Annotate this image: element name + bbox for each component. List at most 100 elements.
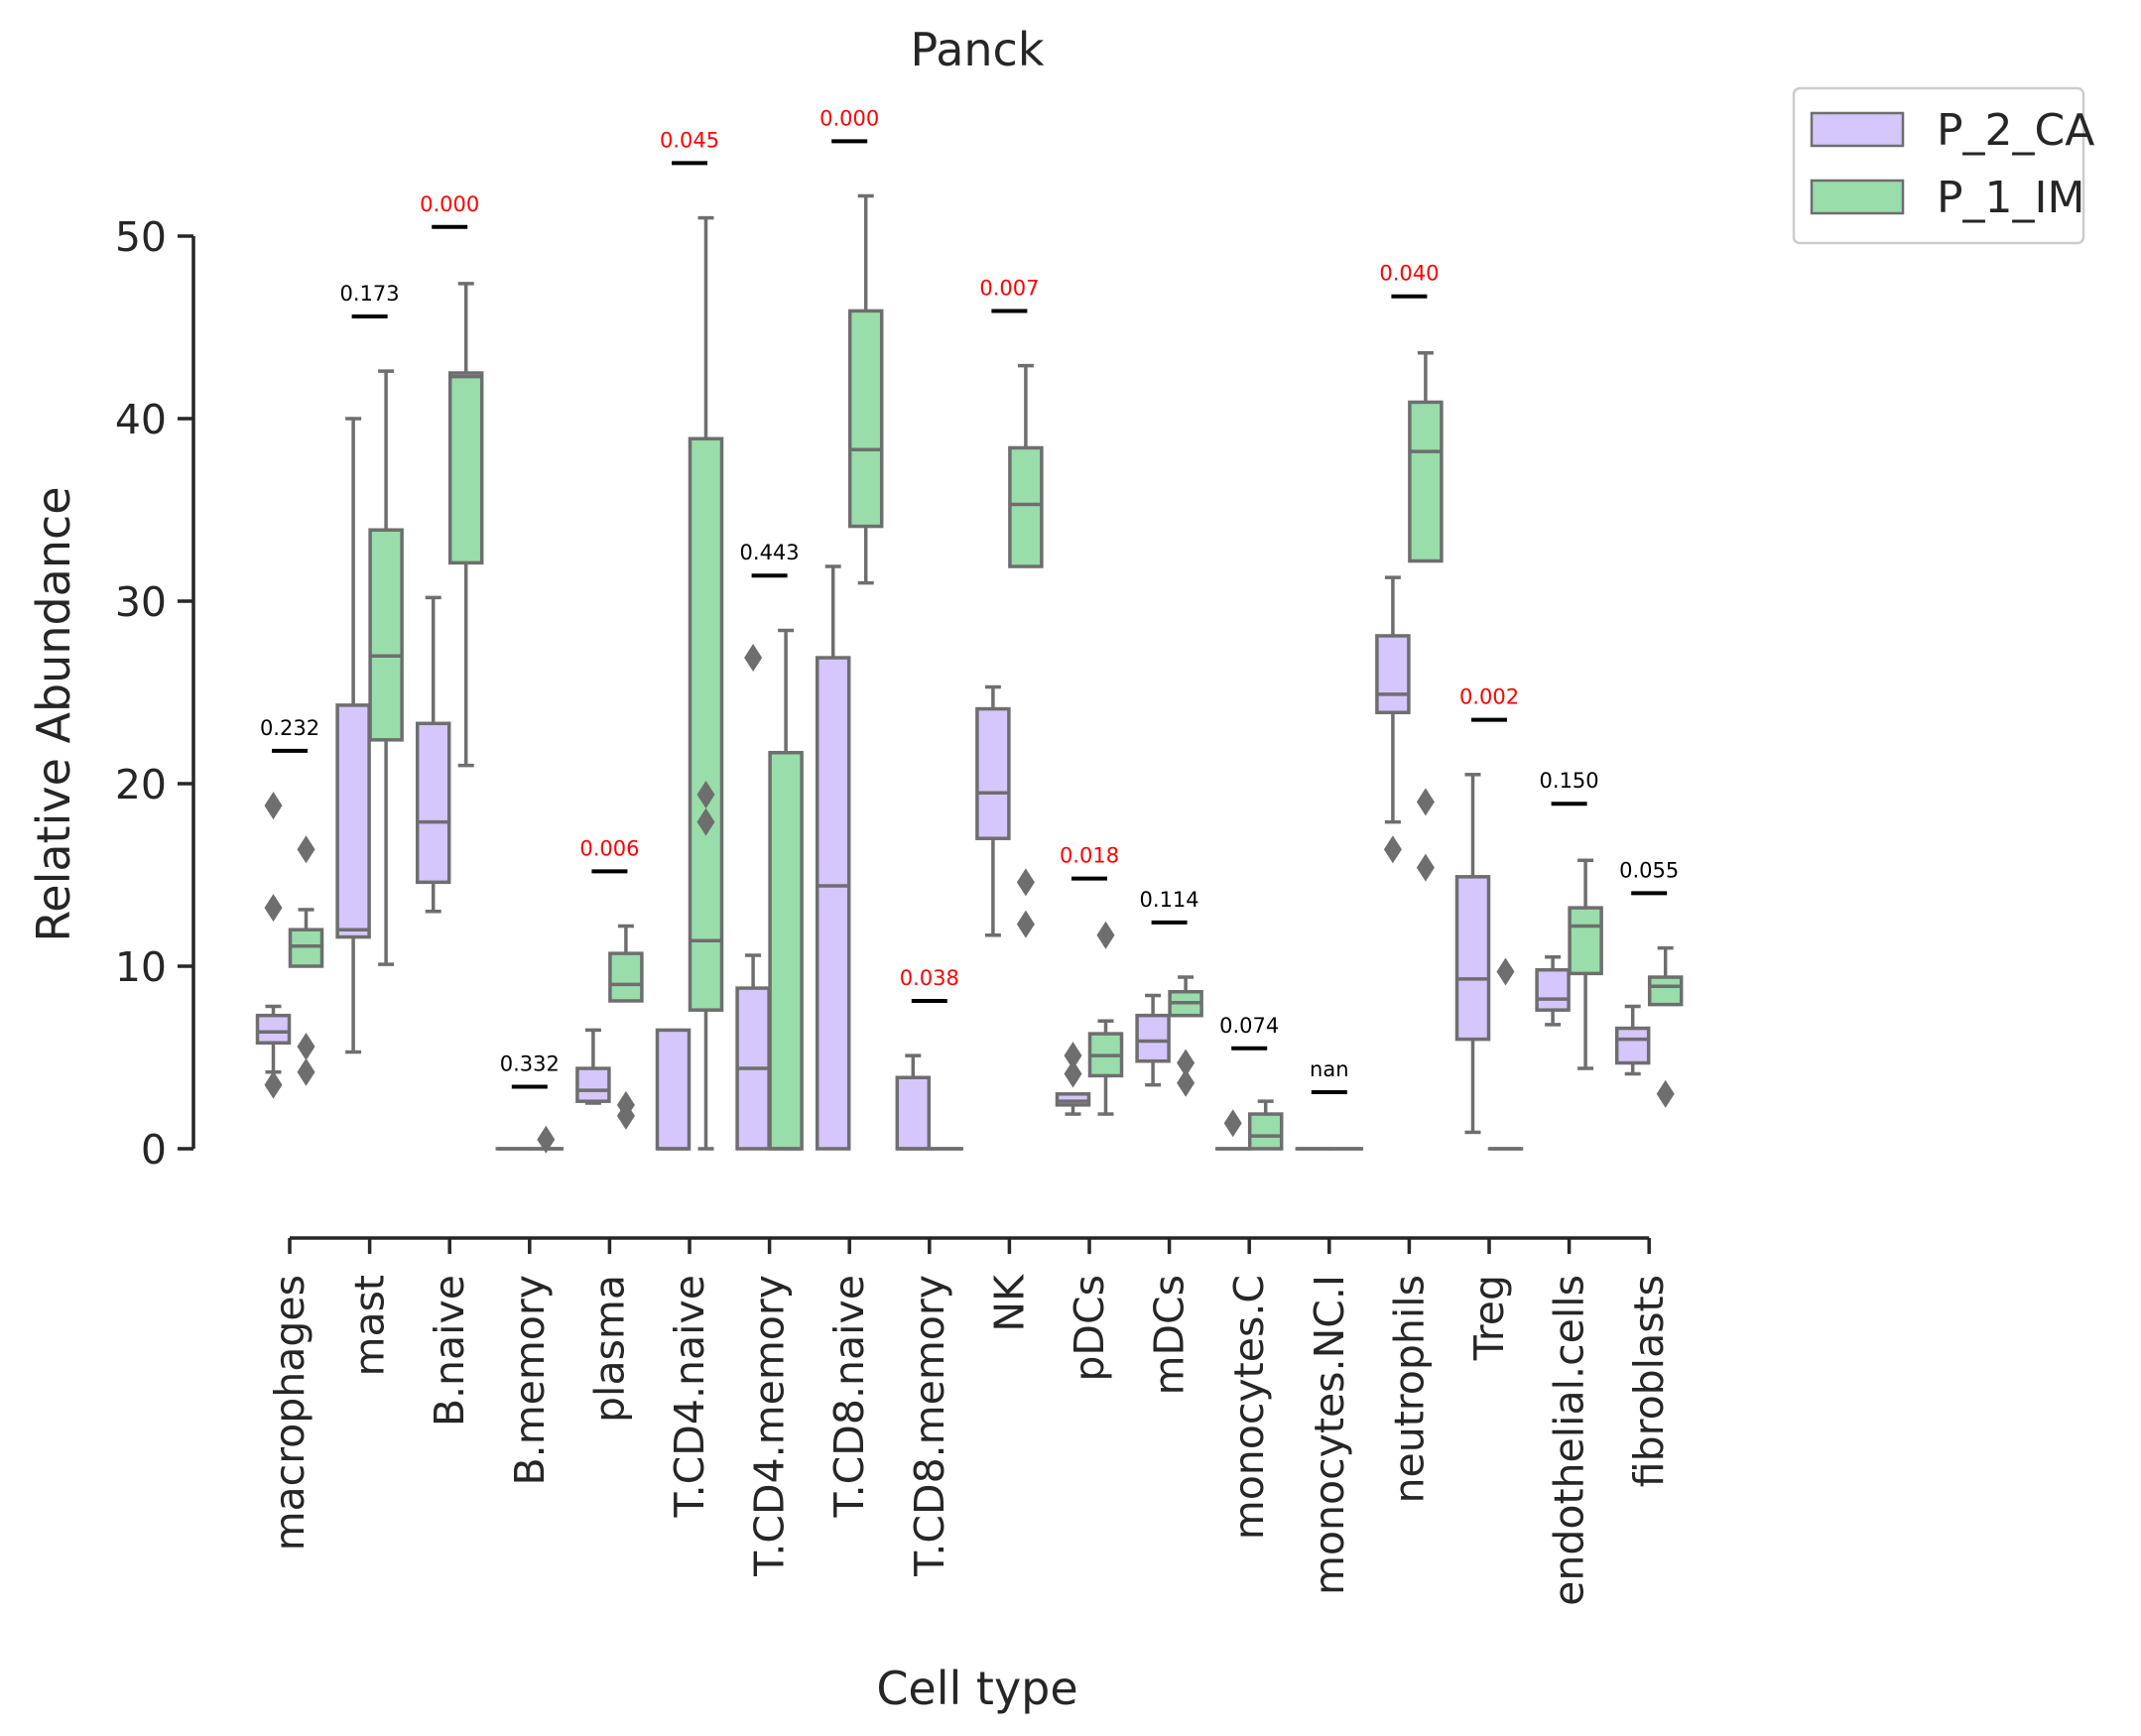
p-value-label: 0.232	[260, 716, 319, 740]
box-P_1_IM-pDCs	[1087, 921, 1124, 1116]
box-iqr	[255, 1013, 292, 1046]
outlier-point	[1416, 788, 1435, 816]
box-P_1_IM-B.naive	[447, 282, 484, 768]
legend-label-p1im: P_1_IM	[1937, 173, 2084, 223]
legend-swatch-p2ca	[1810, 111, 1905, 148]
outlier-point	[264, 894, 283, 923]
p-value-label: 0.150	[1540, 769, 1599, 793]
box-iqr	[895, 1075, 932, 1151]
box-P_1_IM-T.CD8.naive	[847, 193, 884, 585]
x-tick-label: plasma	[585, 1275, 633, 1423]
outlier-point	[1177, 1068, 1196, 1097]
box-iqr	[1454, 875, 1491, 1042]
outlier-point	[696, 781, 715, 809]
x-tick-label: T.CD8.naive	[825, 1275, 873, 1519]
legend-label-p2ca: P_2_CA	[1937, 105, 2094, 156]
outlier-point	[696, 807, 715, 836]
box-iqr	[1647, 975, 1684, 1007]
outlier-point	[297, 1057, 315, 1086]
x-tick-label: T.CD4.memory	[746, 1275, 794, 1577]
box-P_2_CA-T.CD4.memory	[735, 644, 771, 1151]
box-iqr	[368, 528, 404, 742]
box-P_1_IM-NK	[1008, 363, 1044, 938]
box-iqr	[688, 436, 724, 1012]
box-iqr	[335, 703, 371, 939]
x-tick-label: mDCs	[1146, 1275, 1194, 1396]
box-iqr	[815, 656, 851, 1151]
box-iqr	[575, 1066, 611, 1103]
y-tick-label: 0	[141, 1126, 167, 1174]
p-value-label: 0.006	[579, 836, 639, 860]
outlier-point	[537, 1125, 556, 1154]
y-tick-label: 20	[115, 761, 167, 808]
outlier-point	[1177, 1049, 1196, 1077]
box-iqr	[1614, 1026, 1651, 1065]
box-iqr	[415, 721, 451, 885]
box-iqr	[288, 928, 324, 968]
box-iqr	[847, 309, 884, 529]
outlier-point	[1016, 910, 1035, 938]
x-tick-label: monocytes.NC.I	[1306, 1275, 1353, 1595]
box-iqr	[1535, 967, 1571, 1012]
box-iqr	[1135, 1013, 1171, 1063]
box-P_1_IM-macrophages	[288, 835, 324, 1086]
outlier-point	[297, 835, 315, 864]
p-value-label: 0.332	[500, 1052, 560, 1075]
x-tick-label: mast	[346, 1275, 394, 1377]
box-P_1_IM-plasma	[608, 924, 644, 1130]
outlier-point	[1383, 835, 1402, 864]
box-iqr	[1408, 400, 1444, 563]
y-tick-label: 30	[115, 578, 167, 626]
outlier-point	[1223, 1109, 1242, 1138]
box-P_2_CA-plasma	[575, 1028, 611, 1105]
box-iqr	[447, 371, 484, 565]
box-P_2_CA-T.CD8.naive	[815, 564, 851, 1151]
p-value-label: 0.038	[900, 966, 959, 990]
box-P_1_IM-neutrophils	[1408, 351, 1444, 882]
box-P_2_CA-T.CD4.naive	[655, 1028, 692, 1151]
p-value-label: 0.173	[340, 282, 400, 306]
box-iqr	[768, 750, 804, 1151]
box-P_2_CA-macrophages	[255, 792, 292, 1099]
x-tick-label: Treg	[1465, 1275, 1513, 1361]
series-P_1_IM	[288, 193, 1684, 1154]
box-P_1_IM-B.memory	[528, 1125, 565, 1154]
x-tick-label: pDCs	[1066, 1275, 1113, 1382]
box-iqr	[655, 1028, 692, 1151]
outlier-point	[616, 1090, 635, 1119]
box-P_2_CA-B.naive	[415, 595, 451, 914]
y-axis: 0 10 20 30 40 50	[115, 213, 195, 1174]
y-tick-label: 10	[115, 943, 167, 991]
series-P_2_CA	[255, 417, 1651, 1151]
p-value-label: 0.114	[1140, 888, 1199, 912]
outlier-point	[1656, 1079, 1675, 1108]
box-iqr	[1247, 1112, 1284, 1151]
box-P_1_IM-mast	[368, 369, 404, 966]
box-P_1_IM-mDCs	[1168, 975, 1203, 1097]
box-P_1_IM-T.CD4.naive	[688, 215, 724, 1151]
x-tick-label: T.CD4.naive	[666, 1275, 713, 1519]
p-value-label: 0.055	[1619, 858, 1679, 882]
x-tick-label: fibroblasts	[1625, 1275, 1673, 1487]
box-iqr	[1375, 634, 1411, 714]
outlier-point	[1064, 1042, 1082, 1070]
y-axis-title: Relative Abundance	[27, 486, 80, 941]
box-iqr	[1008, 445, 1044, 568]
p-value-label: 0.002	[1459, 685, 1519, 709]
outlier-point	[1496, 957, 1515, 986]
box-P_1_IM-fibroblasts	[1647, 945, 1684, 1108]
x-tick-label: monocytes.C	[1225, 1275, 1273, 1540]
box-P_2_CA-T.CD8.memory	[895, 1054, 932, 1151]
p-value-label: 0.040	[1379, 262, 1439, 286]
x-tick-label: B.naive	[426, 1275, 473, 1426]
x-tick-label: neutrophils	[1385, 1275, 1433, 1503]
p-value-label: 0.443	[740, 541, 800, 564]
x-tick-label: macrophages	[266, 1275, 314, 1550]
box-P_2_CA-neutrophils	[1375, 575, 1411, 864]
x-tick-label: endothelial.cells	[1546, 1275, 1593, 1606]
box-P_1_IM-Treg	[1487, 957, 1524, 1151]
box-iqr	[1568, 906, 1603, 976]
outlier-point	[1064, 1059, 1082, 1088]
box-iqr	[1055, 1092, 1091, 1107]
